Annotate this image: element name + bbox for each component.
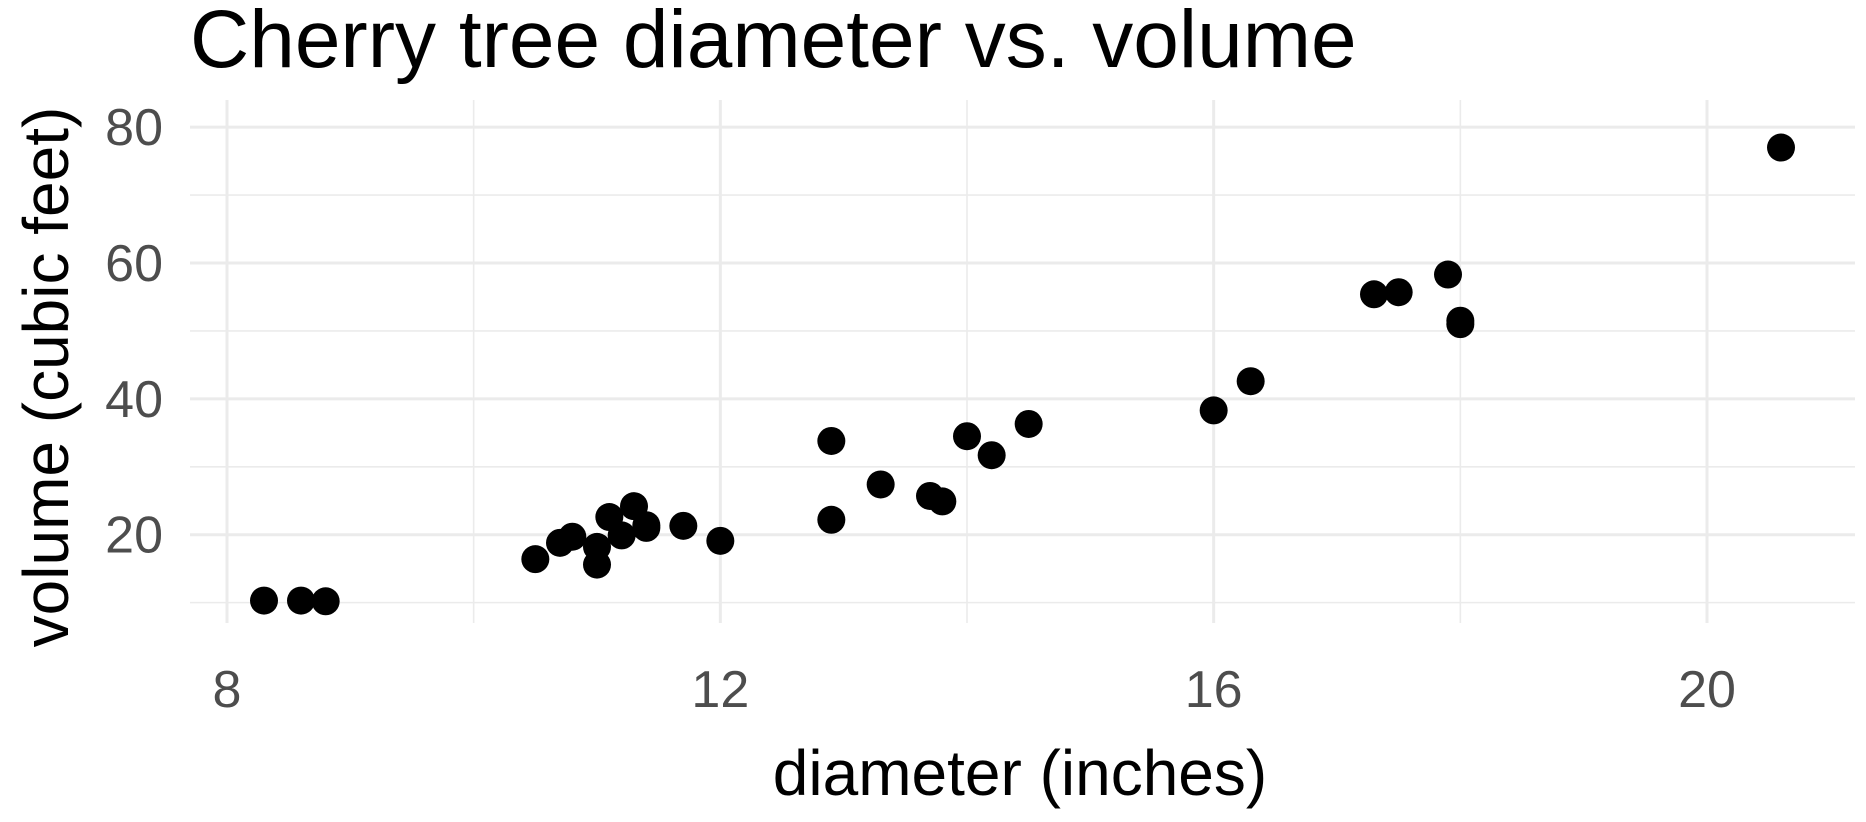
data-point (1236, 367, 1265, 396)
y-tick-label: 80 (105, 99, 163, 157)
y-tick-label: 40 (105, 371, 163, 429)
data-point (928, 487, 957, 516)
data-point (953, 422, 981, 451)
data-point (583, 532, 611, 561)
x-tick-label: 8 (213, 661, 242, 719)
chart-title: Cherry tree diameter vs. volume (190, 0, 1357, 85)
data-point (632, 511, 661, 540)
y-tick-label: 20 (105, 507, 163, 565)
data-point (977, 441, 1006, 470)
x-tick-label: 20 (1678, 661, 1736, 719)
data-point (866, 470, 895, 499)
data-point (558, 522, 587, 551)
data-points (250, 133, 1795, 616)
y-tick-label: 60 (105, 235, 163, 293)
data-point (311, 587, 340, 616)
x-tick-label: 12 (691, 661, 749, 719)
x-axis-tick-labels: 8 12 16 20 (213, 661, 1736, 719)
data-point (669, 511, 698, 540)
data-point (250, 586, 278, 615)
data-point (1360, 280, 1388, 309)
data-point (521, 545, 550, 574)
x-tick-label: 16 (1185, 661, 1243, 719)
data-point (287, 586, 315, 615)
data-point (1446, 310, 1475, 339)
data-point (607, 521, 636, 550)
y-axis-tick-labels: 20 40 60 80 (105, 99, 163, 565)
y-axis-title: volume (cubic feet) (10, 107, 82, 648)
data-point (706, 526, 735, 555)
x-axis-title: diameter (inches) (773, 737, 1267, 809)
data-point (817, 426, 846, 455)
data-point (1434, 260, 1462, 289)
data-point (1767, 133, 1795, 162)
data-point (1384, 278, 1413, 307)
data-point (817, 505, 846, 534)
data-point (1199, 396, 1228, 425)
data-point (1014, 409, 1043, 438)
grid-lines (190, 100, 1855, 623)
